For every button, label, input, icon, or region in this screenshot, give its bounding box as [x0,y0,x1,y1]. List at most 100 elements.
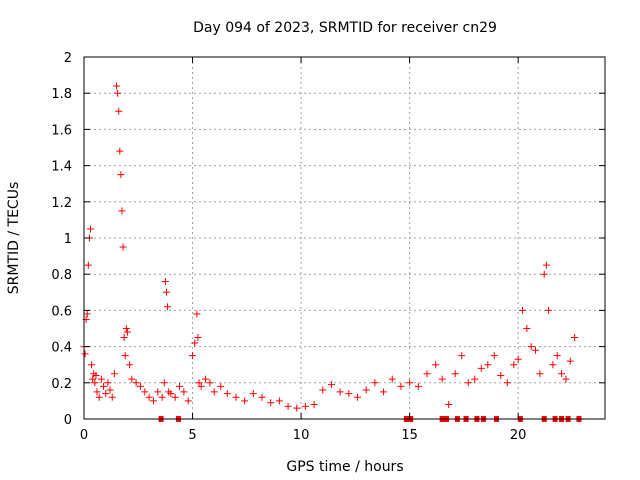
data-point [536,370,544,378]
data-point [176,382,184,390]
y-tick-label: 0.2 [51,377,72,392]
data-point [503,379,511,387]
data-point [114,89,122,97]
y-tick-label: 1.2 [51,196,72,211]
data-point [249,390,257,398]
data-point [566,357,574,365]
y-tick-label: 1.6 [51,123,72,138]
data-point [141,388,149,396]
data-point [110,370,118,378]
data-point [81,350,89,358]
data-point [149,397,157,405]
data-point [158,393,166,401]
data-point [171,393,179,401]
data-point [445,401,453,409]
data-point [558,370,566,378]
x-axis-label: GPS time / hours [286,459,403,475]
data-point [91,379,99,387]
data-point [95,393,103,401]
data-point [88,361,96,369]
data-point [93,388,101,396]
data-point [87,225,95,233]
data-point [194,334,202,342]
data-point [458,352,466,360]
data-point [120,334,128,342]
data-point [154,388,162,396]
y-axis-label: SRMTID / TECUs [6,182,22,295]
data-point [414,382,422,390]
data-point [510,361,518,369]
data-point [122,325,130,332]
data-point [164,303,172,311]
data-point [471,375,479,383]
data-point [345,390,353,398]
data-point [167,390,175,398]
data-point [514,355,522,363]
data-point [545,306,553,314]
data-point [319,386,327,394]
data-point [354,393,362,401]
data-point [223,390,231,398]
data-point [189,352,197,360]
data-point [89,375,97,383]
data-point [519,306,527,314]
data-point [145,393,153,401]
data-point [275,397,283,405]
data-point [258,393,266,401]
data-point [119,243,127,251]
x-tick-label: 5 [188,428,196,443]
y-tick-label: 0.6 [51,304,72,319]
y-tick-label: 1.4 [51,160,72,175]
x-axis-ticks: 0 5 10 15 20 [80,57,526,443]
data-point [284,402,292,410]
y-axis-ticks: 0 0.2 0.4 0.6 0.8 1 1.2 1.4 1.6 1.8 2 [51,51,605,428]
data-point [195,379,203,387]
data-point [432,361,440,369]
data-point [301,402,309,410]
data-point [549,361,557,369]
data-point [117,171,125,179]
data-point [362,386,370,394]
data-point [397,382,405,390]
grid-lines [84,57,605,419]
data-point [542,261,550,269]
y-tick-label: 0.8 [51,268,72,283]
data-point [527,343,535,351]
data-point [423,370,431,378]
data-point [184,397,192,405]
data-point [497,372,505,380]
data-point [123,328,131,336]
y-tick-label: 1.8 [51,87,72,102]
data-point [191,339,199,347]
data-point [102,390,110,398]
data-point [523,325,531,332]
data-point [160,379,168,387]
data-point [92,372,100,380]
data-point [126,361,134,369]
data-point [336,388,344,396]
data-point [484,361,492,369]
data-point [116,147,124,155]
data-point [162,288,170,296]
data-point [571,334,579,342]
data-point [540,270,548,278]
data-point [406,379,414,387]
x-tick-label: 10 [293,428,310,443]
data-point [532,346,540,354]
data-point [106,386,114,394]
data-points [80,82,579,412]
data-point [132,379,140,387]
data-point [464,379,472,387]
data-point [84,261,92,269]
data-point [490,352,498,360]
data-point [113,82,121,90]
data-point [232,393,240,401]
data-point [83,310,91,318]
data-point [380,388,388,396]
data-point [202,375,210,383]
data-point [267,399,275,407]
data-point [108,393,116,401]
data-point [197,382,205,390]
data-point [115,107,123,115]
data-point [118,207,126,215]
